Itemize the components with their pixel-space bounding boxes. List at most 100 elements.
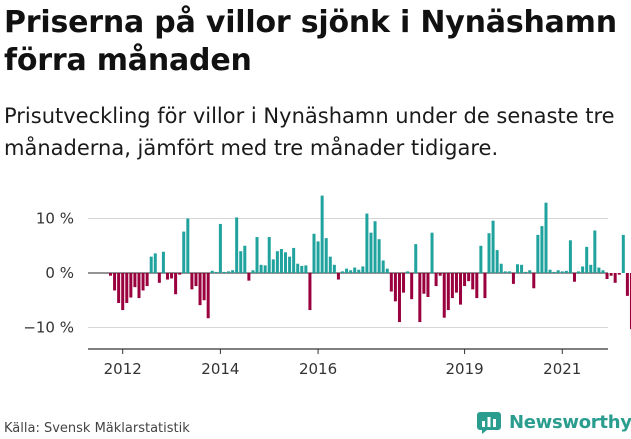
- bar: [568, 240, 572, 273]
- bar: [430, 232, 434, 273]
- bar: [328, 256, 332, 273]
- bar: [259, 264, 263, 273]
- bar: [304, 265, 308, 273]
- bar: [141, 273, 145, 291]
- y-tick-label: −10 %: [23, 319, 74, 337]
- bar: [438, 273, 442, 276]
- bar: [418, 273, 422, 323]
- bar: [426, 273, 430, 297]
- bar: [336, 273, 340, 280]
- bar: [393, 273, 397, 302]
- bar: [593, 230, 597, 273]
- bar: [251, 270, 255, 273]
- page-title: Priserna på villor sjönk i Nynäshamn för…: [4, 5, 617, 78]
- bar: [178, 273, 182, 275]
- bar: [467, 273, 471, 282]
- bar: [340, 271, 344, 274]
- bar: [161, 251, 165, 273]
- bar: [324, 238, 328, 273]
- bar: [263, 265, 267, 273]
- bar: [239, 251, 243, 273]
- bar: [165, 273, 169, 280]
- y-tick-label: 0 %: [45, 264, 74, 282]
- bar: [520, 264, 524, 273]
- bar: [113, 273, 117, 291]
- bar: [625, 273, 629, 296]
- bar: [267, 237, 271, 273]
- x-tick-label: 2021: [543, 360, 581, 378]
- bar: [499, 263, 503, 274]
- bar: [255, 237, 259, 273]
- bar: [170, 273, 174, 279]
- bar: [552, 271, 556, 273]
- bar: [284, 252, 288, 273]
- bar: [410, 273, 414, 300]
- bar: [422, 273, 426, 294]
- bar: [377, 239, 381, 273]
- bars: [109, 195, 631, 330]
- bar: [361, 266, 365, 273]
- bar: [129, 273, 133, 298]
- bar: [149, 256, 153, 273]
- bar: [601, 270, 605, 273]
- x-tick-label: 2019: [445, 360, 483, 378]
- bar: [373, 221, 377, 273]
- bar: [133, 273, 137, 288]
- x-tick-label: 2016: [299, 360, 337, 378]
- bar: [540, 226, 544, 273]
- bar: [194, 273, 198, 287]
- bar: [434, 273, 438, 287]
- bar: [532, 273, 536, 289]
- bar: [454, 273, 458, 293]
- bar: [206, 273, 210, 319]
- bar: [483, 273, 487, 299]
- bar: [548, 269, 552, 273]
- bar: [536, 234, 540, 273]
- bar: [231, 270, 235, 273]
- y-tick-label: 10 %: [36, 210, 74, 228]
- bar: [279, 249, 283, 273]
- newsworthy-logo[interactable]: Newsworthy: [476, 407, 631, 437]
- bar: [564, 270, 568, 273]
- bar: [190, 273, 194, 290]
- bar: [316, 241, 320, 273]
- bar: [516, 264, 519, 273]
- bar: [153, 253, 157, 273]
- bar: [218, 223, 222, 273]
- bar: [353, 267, 357, 273]
- bar: [174, 273, 178, 295]
- bar: [214, 271, 218, 273]
- bar: [581, 266, 585, 273]
- bar: [450, 273, 454, 299]
- bar: [271, 259, 275, 274]
- bar: [157, 273, 161, 283]
- bar: [597, 267, 601, 273]
- bar: [479, 245, 483, 273]
- bar: [442, 273, 446, 318]
- bar: [320, 195, 324, 273]
- bar: [511, 273, 515, 284]
- bar: [605, 273, 609, 279]
- bar: [288, 256, 292, 273]
- bar: [609, 273, 613, 276]
- bar: [332, 264, 336, 273]
- bar: [402, 273, 406, 293]
- bar: [560, 271, 564, 274]
- bar: [308, 273, 312, 311]
- bar: [491, 220, 495, 273]
- source-note: Källa: Svensk Mäklarstatistik: [4, 421, 190, 436]
- bar: [117, 273, 121, 303]
- newsworthy-logo-icon: [477, 412, 501, 434]
- bar: [357, 269, 361, 273]
- bar: [121, 273, 125, 311]
- brand-name: Newsworthy: [509, 411, 631, 433]
- bar: [589, 264, 593, 273]
- bar: [369, 232, 373, 273]
- bar: [463, 273, 467, 287]
- bar: [495, 250, 499, 273]
- bar: [222, 271, 226, 273]
- bar: [389, 273, 393, 292]
- bar: [210, 270, 214, 273]
- bar: [202, 273, 206, 301]
- bar: [544, 202, 548, 273]
